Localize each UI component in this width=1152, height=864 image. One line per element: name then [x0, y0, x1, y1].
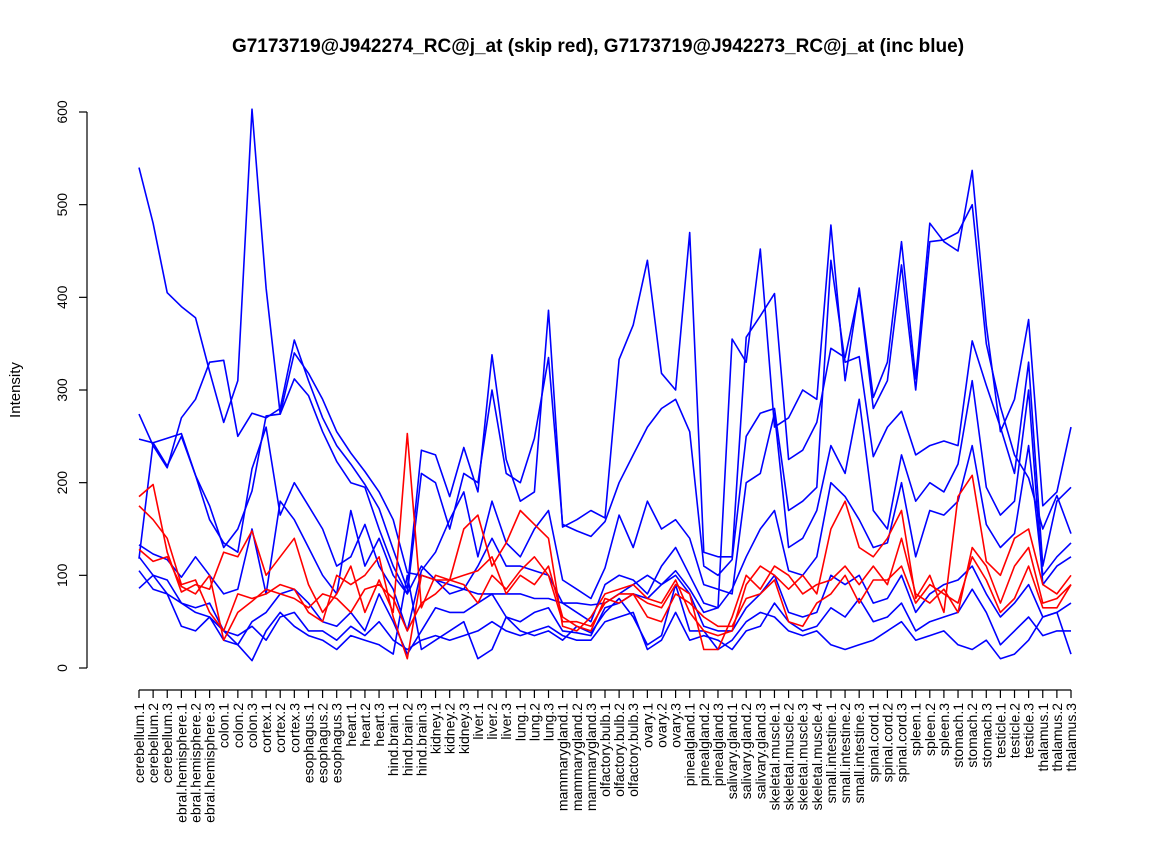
y-axis: 0 100 200 300 400 500 600	[54, 100, 88, 672]
x-tick-label: cerebellum.2	[145, 703, 161, 783]
x-tick-label: olfactory.bulb.2	[611, 703, 627, 797]
x-tick-label: thalamus.2	[1049, 703, 1065, 772]
x-tick-label: salivary.gland.3	[752, 703, 768, 799]
x-tick-label: esophagus.1	[300, 703, 316, 783]
y-tick-label: 300	[54, 378, 70, 402]
x-tick-label: kidney.3	[456, 703, 472, 754]
series-line-2	[138, 203, 1072, 591]
x-tick-label: colon.3	[244, 703, 260, 748]
x-tick-label: cerebellum.1	[131, 703, 147, 783]
series-group	[138, 108, 1072, 662]
x-tick-label: spleen.3	[936, 703, 952, 756]
x-tick-label: skeletal.muscle.1	[766, 703, 782, 811]
y-tick-label: 200	[54, 471, 70, 495]
x-tick-label: stomach.1	[950, 703, 966, 768]
series-line-5	[138, 444, 1072, 623]
x-tick-label: olfactory.bulb.1	[597, 703, 613, 797]
x-tick-label: hind.brain.2	[399, 703, 415, 776]
x-tick-label: lung.1	[512, 703, 528, 741]
x-tick-label: ovary.3	[668, 703, 684, 748]
x-tick-label: liver.2	[484, 703, 500, 740]
x-tick-label: kidney.1	[428, 703, 444, 754]
x-tick-label: spinal.cord.1	[865, 703, 881, 783]
x-tick-label: skeletal.muscle.3	[795, 703, 811, 811]
x-tick-label: colon.1	[216, 703, 232, 748]
y-tick-label: 100	[54, 563, 70, 587]
x-tick-label: salivary.gland.1	[724, 703, 740, 799]
x-tick-label: cortex.1	[258, 703, 274, 753]
x-tick-label: heart.1	[343, 703, 359, 747]
y-tick-label: 0	[54, 664, 70, 672]
x-tick-label: cortex.3	[286, 703, 302, 753]
x-tick-label: pinealgland.1	[682, 703, 698, 787]
series-line-3	[138, 259, 1072, 595]
x-tick-label: pinealgland.2	[696, 703, 712, 787]
x-tick-label: olfactory.bulb.3	[625, 703, 641, 797]
x-tick-label: mammarygland.1	[555, 703, 571, 811]
x-tick-label: skeletal.muscle.4	[809, 703, 825, 811]
series-line-1	[138, 108, 1072, 614]
series-line-10	[138, 505, 1072, 660]
x-tick-label: ovary.1	[639, 703, 655, 748]
x-tick-label: ebral.hemisphere.3	[202, 703, 218, 823]
chart-title: G7173719@J942274_RC@j_at (skip red), G71…	[232, 36, 964, 57]
series-line-9	[138, 432, 1072, 637]
x-tick-label: cortex.2	[272, 703, 288, 753]
x-tick-label: thalamus.3	[1063, 703, 1079, 772]
x-tick-label: lung.2	[526, 703, 542, 741]
x-tick-label: cerebellum.3	[159, 703, 175, 783]
x-tick-label: skeletal.muscle.2	[781, 703, 797, 811]
x-tick-label: ebral.hemisphere.1	[173, 703, 189, 823]
x-tick-label: small.intestine.3	[851, 703, 867, 804]
x-tick-label: hind.brain.3	[413, 703, 429, 776]
series-line-11	[138, 548, 1072, 642]
x-tick-label: spinal.cord.2	[879, 703, 895, 783]
x-tick-label: hind.brain.1	[385, 703, 401, 776]
x-tick-label: heart.2	[357, 703, 373, 747]
x-tick-label: kidney.2	[442, 703, 458, 754]
x-tick-label: spinal.cord.3	[894, 703, 910, 783]
x-tick-label: spleen.1	[908, 703, 924, 756]
x-tick-label: ovary.2	[653, 703, 669, 748]
x-tick-label: ebral.hemisphere.2	[187, 703, 203, 823]
x-tick-label: testicle.3	[1021, 703, 1037, 758]
x-tick-label: stomach.2	[964, 703, 980, 768]
x-tick-label: stomach.3	[978, 703, 994, 768]
y-tick-label: 500	[54, 193, 70, 217]
x-tick-label: mammarygland.2	[569, 703, 585, 811]
x-tick-label: liver.1	[470, 703, 486, 740]
y-tick-label: 600	[54, 100, 70, 124]
x-tick-label: lung.3	[541, 703, 557, 741]
y-tick-label: 400	[54, 285, 70, 309]
x-tick-label: heart.3	[371, 703, 387, 747]
x-tick-label: spleen.2	[922, 703, 938, 756]
series-line-4	[138, 379, 1072, 632]
x-tick-label: pinealgland.3	[710, 703, 726, 787]
series-line-8	[138, 556, 1072, 662]
series-line-7	[138, 570, 1071, 651]
x-tick-label: thalamus.1	[1035, 703, 1051, 772]
x-tick-label: testicle.1	[992, 703, 1008, 758]
x-tick-label: testicle.2	[1007, 703, 1023, 758]
x-tick-label: liver.3	[498, 703, 514, 740]
x-tick-label: small.intestine.2	[837, 703, 853, 804]
y-axis-label: Intensity	[7, 362, 24, 418]
x-tick-label: esophagus.2	[315, 703, 331, 783]
x-axis: cerebellum.1cerebellum.2cerebellum.3ebra…	[131, 689, 1079, 823]
x-tick-label: small.intestine.1	[823, 703, 839, 804]
x-tick-label: esophagus.3	[329, 703, 345, 783]
x-tick-label: mammarygland.3	[583, 703, 599, 811]
x-tick-label: colon.2	[230, 703, 246, 748]
x-tick-label: salivary.gland.2	[738, 703, 754, 799]
